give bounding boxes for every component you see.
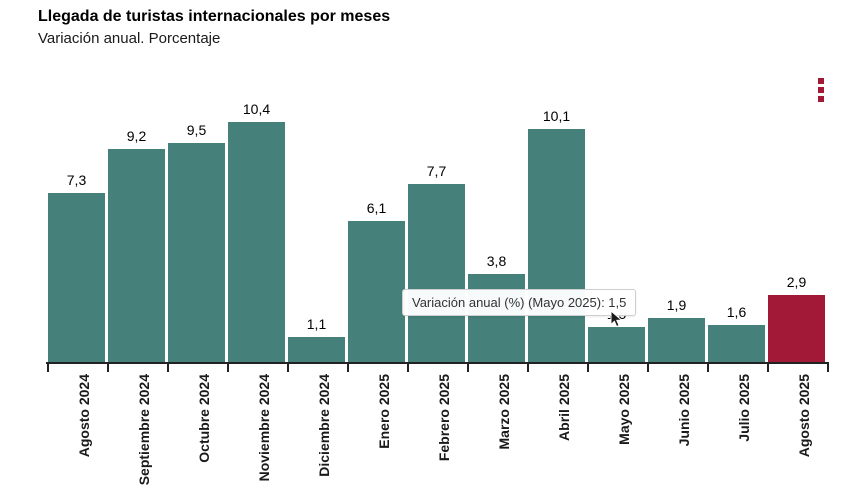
x-axis-label-marzo-2025: Marzo 2025 <box>496 374 512 450</box>
axis-tick <box>527 362 529 372</box>
bar-abril-2025[interactable] <box>528 129 585 362</box>
axis-tick <box>647 362 649 372</box>
bar-value-label: 1,6 <box>726 304 747 320</box>
axis-tick <box>287 362 289 372</box>
x-axis-label-febrero-2025: Febrero 2025 <box>436 374 452 462</box>
axis-tick <box>407 362 409 372</box>
x-axis-label-abril-2025: Abril 2025 <box>556 374 572 441</box>
x-axis-label-enero-2025: Enero 2025 <box>376 374 392 449</box>
bar-enero-2025[interactable] <box>348 221 405 362</box>
bar-octubre-2024[interactable] <box>168 143 225 362</box>
bar-mayo-2025[interactable] <box>588 327 645 362</box>
bar-value-label: 1,9 <box>666 297 687 313</box>
bar-value-label: 6,1 <box>366 200 387 216</box>
x-axis-label-diciembre-2024: Diciembre 2024 <box>316 374 332 477</box>
axis-tick <box>587 362 589 372</box>
bar-value-label: 9,5 <box>186 122 207 138</box>
axis-tick <box>227 362 229 372</box>
bar-febrero-2025[interactable] <box>408 184 465 362</box>
bar-value-label: 7,7 <box>426 163 447 179</box>
bar-value-label: 1,1 <box>306 316 327 332</box>
kebab-menu-icon <box>818 96 824 102</box>
bar-value-label: 7,3 <box>66 172 87 188</box>
axis-tick <box>707 362 709 372</box>
axis-tick <box>827 362 829 372</box>
bar-septiembre-2024[interactable] <box>108 149 165 362</box>
kebab-menu-icon <box>818 78 824 84</box>
bar-agosto-2025[interactable] <box>768 295 825 362</box>
x-axis-label-noviembre-2024: Noviembre 2024 <box>256 374 272 482</box>
x-axis-label-septiembre-2024: Septiembre 2024 <box>136 374 152 486</box>
axis-tick <box>347 362 349 372</box>
x-axis-label-mayo-2025: Mayo 2025 <box>616 374 632 445</box>
x-axis-label-octubre-2024: Octubre 2024 <box>196 374 212 463</box>
mouse-cursor <box>610 310 623 328</box>
bar-marzo-2025[interactable] <box>468 274 525 362</box>
bar-value-label: 10,1 <box>542 108 571 124</box>
bar-agosto-2024[interactable] <box>48 193 105 362</box>
x-axis-label-junio-2025: Junio 2025 <box>676 374 692 447</box>
axis-tick <box>467 362 469 372</box>
axis-tick <box>767 362 769 372</box>
x-axis-label-agosto-2025: Agosto 2025 <box>796 374 812 458</box>
x-axis-line <box>46 362 828 364</box>
tooltip: Variación anual (%) (Mayo 2025): 1,5 <box>402 289 637 316</box>
axis-tick <box>167 362 169 372</box>
bar-value-label: 2,9 <box>786 274 807 290</box>
bar-value-label: 3,8 <box>486 253 507 269</box>
bar-value-label: 9,2 <box>126 128 147 144</box>
bar-julio-2025[interactable] <box>708 325 765 362</box>
bar-diciembre-2024[interactable] <box>288 337 345 362</box>
context-menu-button[interactable] <box>812 74 830 106</box>
x-axis-label-agosto-2024: Agosto 2024 <box>76 374 92 458</box>
axis-tick <box>107 362 109 372</box>
bar-value-label: 10,4 <box>242 101 271 117</box>
bar-noviembre-2024[interactable] <box>228 122 285 362</box>
x-axis-label-julio-2025: Julio 2025 <box>736 374 752 442</box>
kebab-menu-icon <box>818 87 824 93</box>
chart-subtitle: Variación anual. Porcentaje <box>38 30 221 47</box>
chart-title: Llegada de turistas internacionales por … <box>38 8 391 25</box>
axis-tick <box>47 362 49 372</box>
bar-junio-2025[interactable] <box>648 318 705 362</box>
